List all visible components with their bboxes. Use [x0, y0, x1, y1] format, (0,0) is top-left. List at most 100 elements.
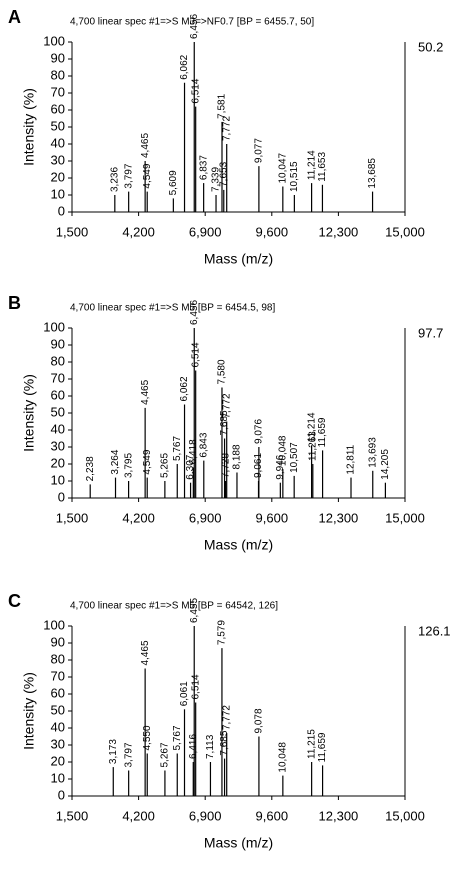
peak-label: 11,214	[306, 150, 317, 180]
peak-label: 4,550	[142, 725, 153, 750]
peak-label: 5,265	[160, 453, 171, 478]
peak-label: 6,837	[198, 155, 209, 180]
peak-label: 10,048	[277, 742, 288, 773]
x-tick-label: 9,600	[256, 510, 289, 525]
peak-label: 11,214	[306, 412, 317, 442]
peak-label: 6,061	[179, 681, 190, 706]
y-tick-label: 10	[51, 186, 65, 201]
y-tick-label: 50	[51, 118, 65, 133]
peak-label: 7,579	[217, 620, 228, 645]
y-tick-label: 60	[51, 387, 65, 402]
peak-label: 7,772	[221, 705, 232, 730]
peak-label: 6,418	[188, 439, 199, 464]
y-axis-label: Intensity (%)	[21, 374, 37, 452]
x-tick-label: 6,900	[189, 224, 222, 239]
y-tick-label: 100	[43, 319, 65, 334]
peak-label: 11,659	[317, 417, 328, 447]
peak-label: 6,455	[189, 598, 200, 623]
y-tick-label: 100	[43, 617, 65, 632]
panel-title: 4,700 linear spec #1=>S M5 [BP = 64542, …	[70, 601, 278, 612]
peak-label: 13,693	[367, 437, 378, 468]
peak-label: 11,659	[317, 732, 328, 762]
peak-label: 7,772	[221, 116, 232, 141]
y-tick-label: 90	[51, 336, 65, 351]
x-tick-label: 9,600	[256, 224, 289, 239]
y-tick-label: 10	[51, 770, 65, 785]
peak-label: 5,767	[172, 436, 183, 461]
panel-letter: B	[8, 293, 21, 313]
y-tick-label: 50	[51, 702, 65, 717]
y-tick-label: 20	[51, 455, 65, 470]
x-tick-label: 4,200	[122, 510, 155, 525]
side-label: 97.7	[418, 325, 443, 340]
x-tick-label: 1,500	[56, 808, 89, 823]
x-tick-label: 1,500	[56, 224, 89, 239]
peak-label: 11,653	[317, 152, 328, 182]
y-tick-label: 0	[58, 489, 65, 504]
peak-label: 7,685	[219, 730, 230, 755]
x-tick-label: 4,200	[122, 224, 155, 239]
peak-label: 4,465	[140, 379, 151, 404]
y-tick-label: 0	[58, 203, 65, 218]
panel-letter: C	[8, 591, 21, 611]
y-tick-label: 30	[51, 736, 65, 751]
peak-label: 6,062	[179, 54, 190, 79]
peak-label: 4,549	[142, 163, 153, 188]
peak-label: 10,047	[277, 152, 288, 183]
peak-label: 6,307	[185, 454, 196, 479]
peak-label: 14,205	[380, 449, 391, 480]
y-axis-label: Intensity (%)	[21, 88, 37, 166]
y-tick-label: 20	[51, 169, 65, 184]
panel-letter: A	[8, 7, 21, 27]
peak-label: 4,465	[140, 133, 151, 158]
peak-label: 3,173	[108, 739, 119, 764]
peak-label: 9,078	[254, 708, 265, 733]
peak-label: 8,188	[232, 444, 243, 469]
side-label: 126.1	[418, 623, 451, 638]
panel-title: 4,700 linear spec #1=>S M5 [BP = 6454.5,…	[70, 303, 275, 314]
peak-label: 6,456	[189, 300, 200, 325]
x-tick-label: 1,500	[56, 510, 89, 525]
x-tick-label: 4,200	[122, 808, 155, 823]
y-tick-label: 70	[51, 84, 65, 99]
y-tick-label: 60	[51, 685, 65, 700]
y-tick-label: 70	[51, 668, 65, 683]
x-tick-label: 9,600	[256, 808, 289, 823]
peak-label: 10,048	[277, 435, 288, 466]
peak-label: 9,077	[254, 138, 265, 163]
peak-label: 5,609	[168, 170, 179, 195]
peak-label: 12,811	[346, 444, 357, 474]
peak-label: 7,581	[217, 93, 228, 118]
peak-label: 5,267	[160, 742, 171, 767]
y-tick-label: 40	[51, 135, 65, 150]
y-tick-label: 80	[51, 651, 65, 666]
y-tick-label: 40	[51, 719, 65, 734]
peak-label: 7,113	[205, 734, 216, 759]
y-tick-label: 90	[51, 634, 65, 649]
x-tick-label: 12,300	[319, 808, 359, 823]
peak-label: 7,685	[219, 410, 230, 435]
peak-label: 6,416	[188, 734, 199, 759]
peak-label: 9,946	[275, 454, 286, 479]
peak-label: 10,515	[289, 161, 300, 192]
peak-label: 6,843	[198, 432, 209, 457]
peak-label: 2,238	[85, 456, 96, 481]
peak-label: 9,076	[254, 419, 265, 444]
peak-label: 7,728	[220, 453, 231, 478]
peak-label: 4,549	[142, 449, 153, 474]
peak-label: 4,465	[140, 640, 151, 665]
x-tick-label: 15,000	[385, 808, 425, 823]
peak-label: 6,514	[190, 342, 201, 367]
y-tick-label: 10	[51, 472, 65, 487]
x-tick-label: 15,000	[385, 224, 425, 239]
peak-label: 3,797	[123, 742, 134, 767]
panel-title: 4,700 linear spec #1=>S M3=>NF0.7 [BP = …	[70, 17, 314, 28]
x-tick-label: 6,900	[189, 808, 222, 823]
y-axis-label: Intensity (%)	[21, 672, 37, 750]
side-label: 50.2	[418, 39, 443, 54]
peak-label: 6,062	[179, 376, 190, 401]
x-axis-label: Mass (m/z)	[204, 835, 273, 851]
y-tick-label: 80	[51, 67, 65, 82]
peak-label: 3,797	[123, 163, 134, 188]
